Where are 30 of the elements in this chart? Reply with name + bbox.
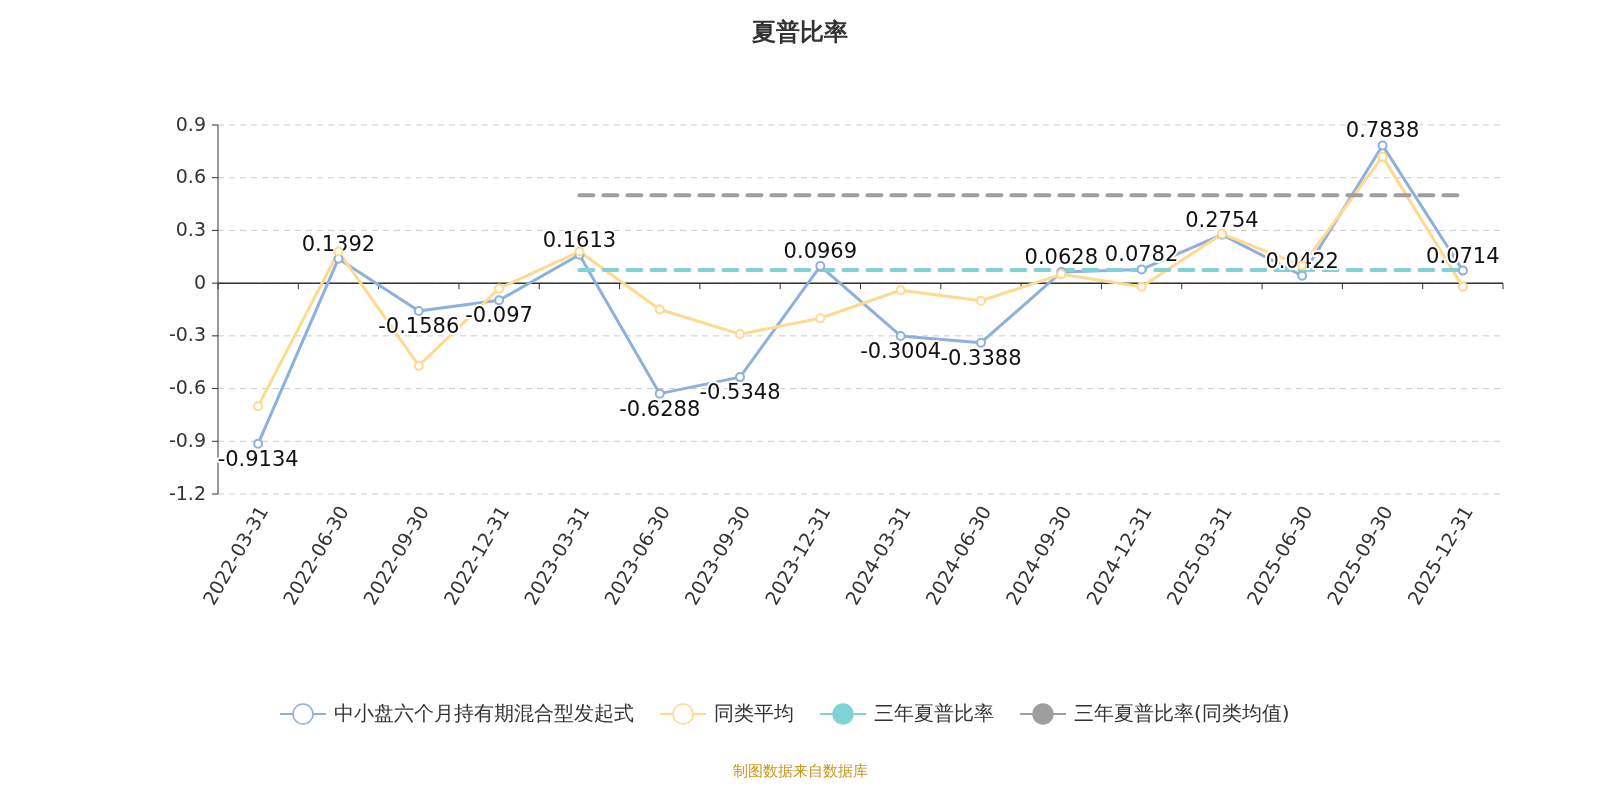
- chart-title: 夏普比率: [751, 18, 848, 46]
- data-label: -0.097: [465, 303, 533, 328]
- data-label: 0.0782: [1104, 242, 1179, 267]
- y-tick-label: 0.3: [175, 217, 206, 240]
- data-label: -0.3388: [940, 345, 1022, 370]
- y-tick-label: 0.9: [175, 112, 206, 135]
- data-label: 0.1613: [542, 227, 617, 252]
- data-label: 0.0628: [1024, 245, 1099, 270]
- y-tick-label: -0.9: [168, 428, 206, 451]
- legend-label: 三年夏普比率(同类均值): [1074, 700, 1290, 725]
- legend-label: 中小盘六个月持有期混合型发起式: [334, 700, 634, 725]
- y-tick-label: 0.6: [175, 165, 206, 188]
- data-label: 0.2754: [1185, 207, 1259, 232]
- y-tick-label: -1.2: [168, 481, 206, 504]
- text: 制图数据来自数据库: [732, 762, 868, 780]
- legend-label: 同类平均: [714, 700, 794, 725]
- data-label: 0.0422: [1265, 248, 1339, 273]
- legend-label: 三年夏普比率: [874, 700, 994, 725]
- data-label: -0.1586: [378, 314, 460, 339]
- data-label: 0.1392: [301, 231, 376, 256]
- data-label: -0.9134: [217, 446, 299, 471]
- data-label: 0.0714: [1426, 243, 1500, 268]
- data-label: -0.5348: [699, 380, 781, 405]
- data-label: -0.3004: [860, 338, 942, 363]
- data-label: -0.6288: [619, 396, 701, 421]
- y-tick-label: -0.6: [168, 376, 206, 399]
- y-tick-label: 0: [193, 270, 206, 293]
- data-label: 0.0969: [783, 239, 858, 264]
- data-label: 0.7838: [1345, 118, 1420, 143]
- y-tick-label: -0.3: [168, 323, 206, 346]
